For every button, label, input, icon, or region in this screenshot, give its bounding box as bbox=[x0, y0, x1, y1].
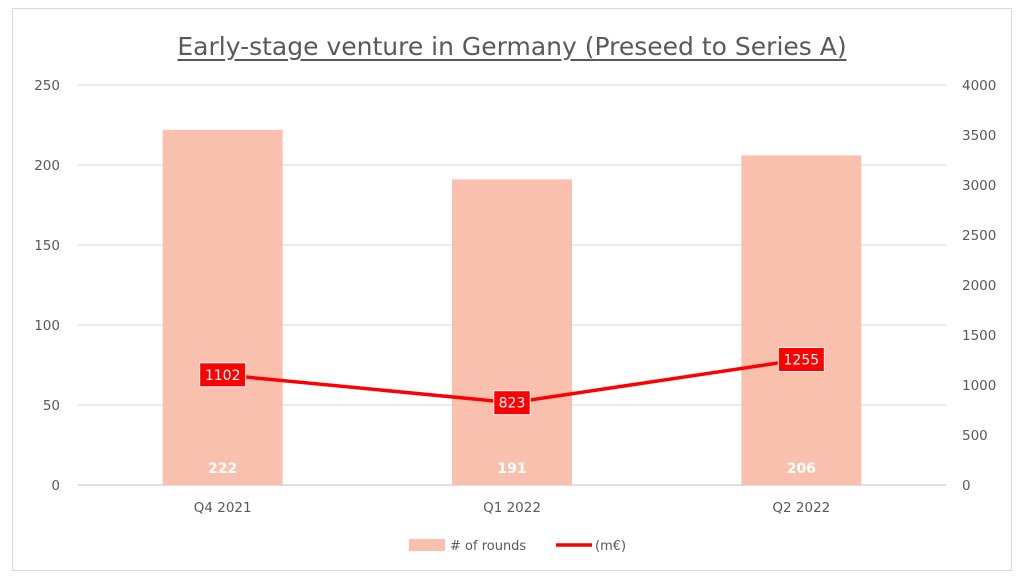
x-tick-label: Q1 2022 bbox=[483, 500, 541, 516]
x-tick-label: Q4 2021 bbox=[194, 500, 252, 516]
y-right-tick-label: 1000 bbox=[962, 378, 996, 394]
line-data-label: 823 bbox=[499, 396, 526, 412]
y-left-tick-label: 250 bbox=[34, 78, 60, 94]
bar-data-label: 222 bbox=[208, 461, 237, 477]
y-left-tick-label: 100 bbox=[34, 318, 60, 334]
y-left-tick-label: 0 bbox=[51, 478, 60, 494]
y-right-tick-label: 3000 bbox=[962, 178, 996, 194]
y-right-tick-label: 2000 bbox=[962, 278, 996, 294]
y-right-tick-label: 1500 bbox=[962, 328, 996, 344]
bar-data-label: 206 bbox=[787, 461, 816, 477]
legend-label-line: (m€) bbox=[595, 539, 626, 554]
y-right-tick-label: 2500 bbox=[962, 228, 996, 244]
y-right-tick-label: 4000 bbox=[962, 78, 996, 94]
y-left-tick-label: 200 bbox=[34, 158, 60, 174]
y-right-tick-label: 3500 bbox=[962, 128, 996, 144]
bar bbox=[452, 179, 572, 485]
line-data-label-box bbox=[199, 362, 247, 388]
line-data-label-box bbox=[493, 390, 531, 416]
x-tick-label: Q2 2022 bbox=[772, 500, 830, 516]
chart-title: Early-stage venture in Germany (Preseed … bbox=[177, 32, 847, 61]
bar-data-label: 191 bbox=[497, 461, 526, 477]
y-left-tick-label: 150 bbox=[34, 238, 60, 254]
line-data-label: 1102 bbox=[205, 368, 241, 384]
bar bbox=[162, 129, 283, 486]
y-right-tick-label: 0 bbox=[962, 478, 971, 494]
y-left-tick-label: 50 bbox=[43, 398, 60, 414]
legend-swatch-bars bbox=[409, 539, 445, 551]
line-data-label: 1255 bbox=[784, 353, 820, 369]
line-data-label-box bbox=[777, 347, 825, 372]
bar bbox=[741, 155, 862, 485]
y-right-tick-label: 500 bbox=[962, 428, 988, 444]
legend-label-bars: # of rounds bbox=[450, 539, 526, 554]
